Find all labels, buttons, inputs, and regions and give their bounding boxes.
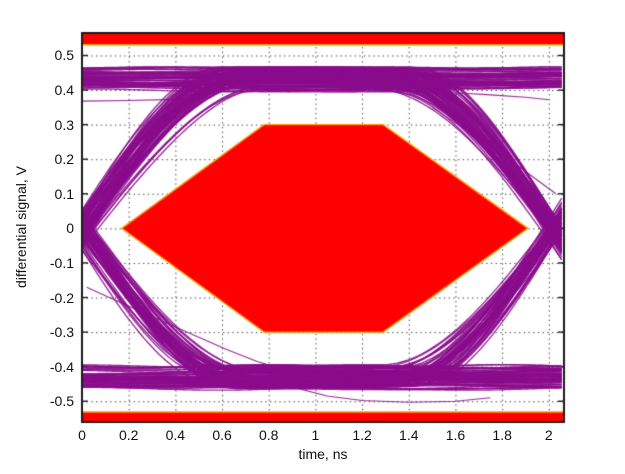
- x-tick-label: 1.6: [445, 427, 466, 443]
- x-tick-label: 1.8: [492, 427, 512, 443]
- x-tick-label: 0.4: [165, 427, 186, 443]
- x-tick-label: 0.8: [258, 427, 279, 443]
- x-tick-label: 0: [78, 427, 86, 443]
- x-axis-title: time, ns: [298, 446, 348, 462]
- y-tick-label: 0.3: [54, 116, 74, 133]
- y-axis-title: differential signal, V: [13, 166, 29, 288]
- y-tick-label: -0.4: [49, 358, 74, 375]
- y-tick-label: -0.1: [49, 254, 74, 271]
- x-tick-label: 1: [311, 427, 320, 443]
- x-tick-label: 0.2: [118, 427, 139, 443]
- y-tick-label: -0.3: [49, 324, 74, 341]
- x-tick-label: 1.2: [352, 427, 372, 443]
- y-tick-label: 0.2: [54, 151, 74, 168]
- y-tick-label: -0.5: [49, 393, 74, 410]
- x-tick-label: 1.4: [399, 427, 419, 443]
- y-tick-label: 0.1: [54, 185, 74, 202]
- y-tick-label: 0.5: [54, 47, 74, 64]
- x-tick-label: 2: [544, 427, 553, 443]
- y-tick-label: 0: [66, 220, 74, 237]
- x-tick-label: 0.6: [212, 427, 232, 443]
- y-tick-label: 0.4: [54, 82, 74, 99]
- y-tick-label: -0.2: [49, 289, 74, 306]
